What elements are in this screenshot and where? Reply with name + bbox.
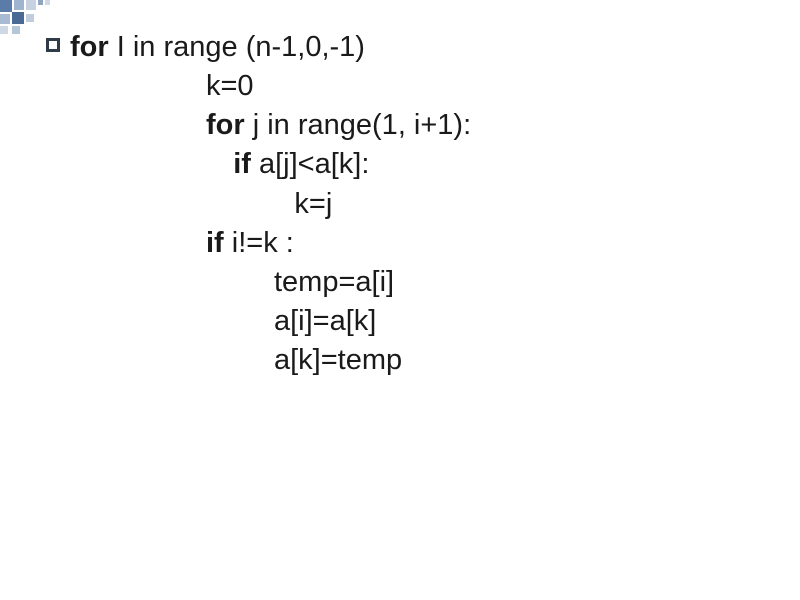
bullet-icon xyxy=(46,38,60,52)
code-line: a[k]=temp xyxy=(70,341,780,380)
code-line: if i!=k : xyxy=(70,224,780,263)
deco-square xyxy=(45,0,50,5)
code-text: a[k]=temp xyxy=(274,344,402,376)
code-text: k=0 xyxy=(206,70,254,102)
deco-square xyxy=(0,26,8,34)
code-line: k=j xyxy=(70,185,780,224)
code-body: for I in range (n-1,0,-1)k=0for j in ran… xyxy=(70,28,780,380)
deco-square xyxy=(26,0,36,10)
deco-square xyxy=(12,26,20,34)
code-text: a[j]<a[k]: xyxy=(251,148,369,180)
keyword: for xyxy=(70,31,109,63)
code-text: a[i]=a[k] xyxy=(274,305,376,337)
deco-square xyxy=(14,0,24,10)
deco-square xyxy=(26,14,34,22)
deco-square xyxy=(38,0,43,5)
slide: for I in range (n-1,0,-1)k=0for j in ran… xyxy=(0,0,800,600)
deco-square xyxy=(0,0,12,12)
deco-square xyxy=(12,12,24,24)
code-line: k=0 xyxy=(70,67,780,106)
content-block: for I in range (n-1,0,-1)k=0for j in ran… xyxy=(46,28,780,380)
code-line: for j in range(1, i+1): xyxy=(70,106,780,145)
code-line: for I in range (n-1,0,-1) xyxy=(70,28,780,67)
code-text: i!=k : xyxy=(224,227,294,259)
code-text: temp=a[i] xyxy=(274,266,394,298)
keyword: for xyxy=(206,109,245,141)
code-line: if a[j]<a[k]: xyxy=(70,145,780,184)
code-line: a[i]=a[k] xyxy=(70,302,780,341)
code-text: k=j xyxy=(294,188,332,220)
code-text: I in range (n-1,0,-1) xyxy=(109,31,365,63)
code-text: j in range(1, i+1): xyxy=(245,109,471,141)
keyword: if xyxy=(233,148,251,180)
deco-square xyxy=(0,14,10,24)
keyword: if xyxy=(206,227,224,259)
code-line: temp=a[i] xyxy=(70,263,780,302)
